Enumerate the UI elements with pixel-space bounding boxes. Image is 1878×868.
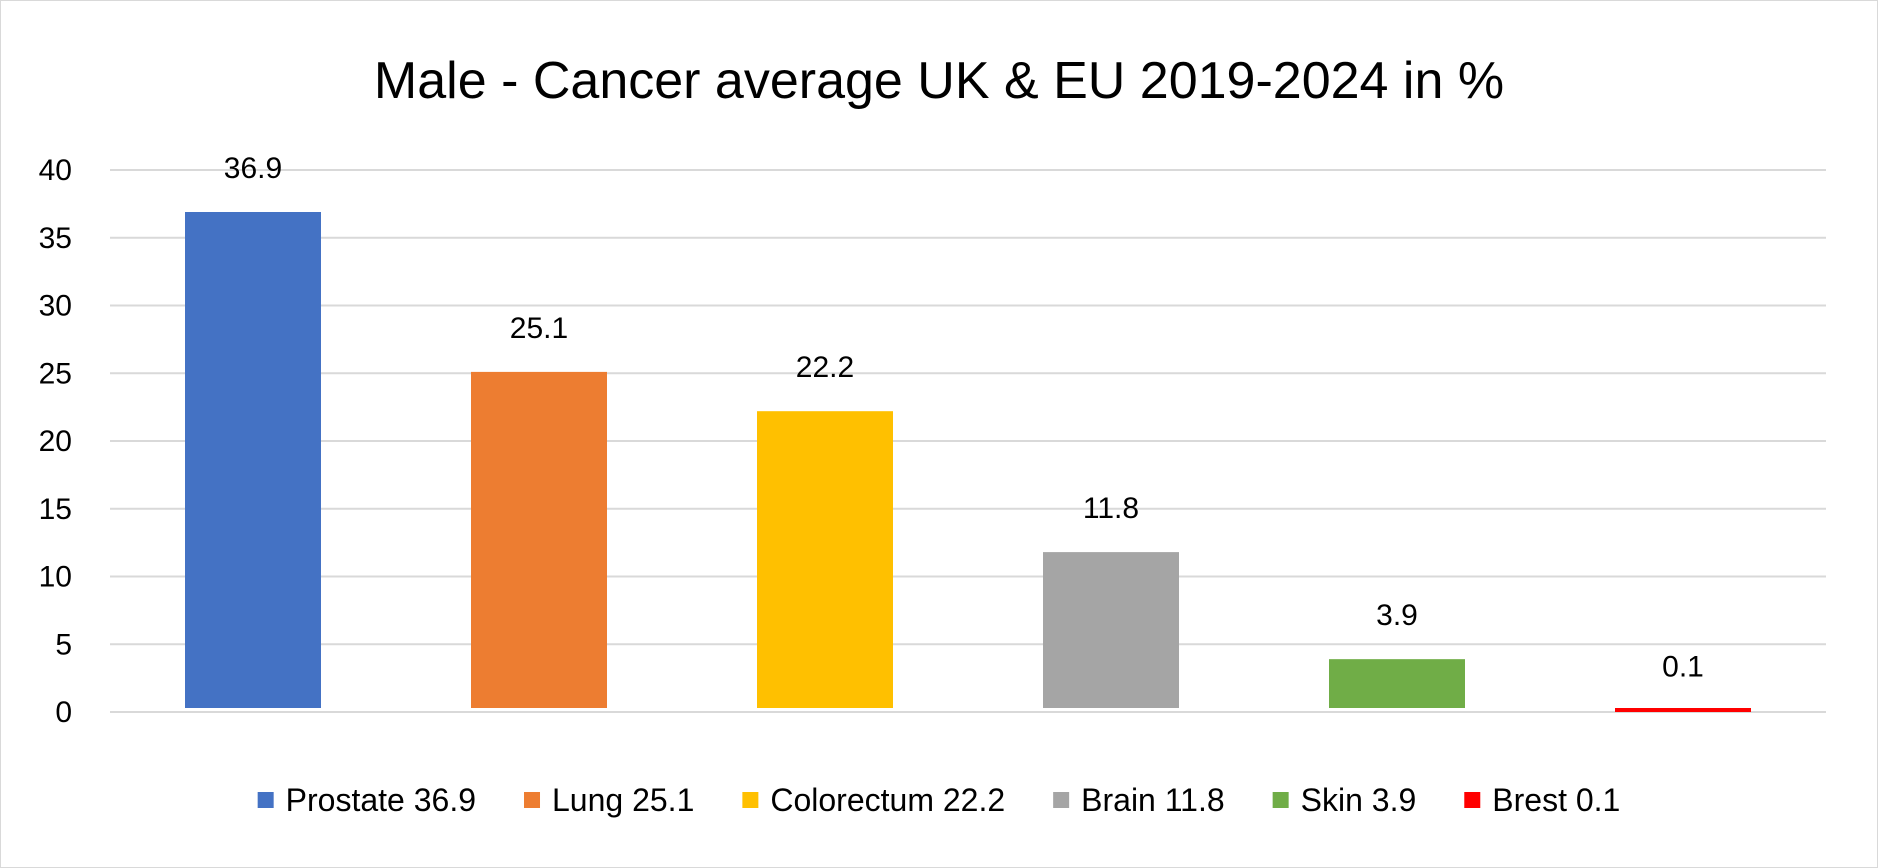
bar [1615,708,1751,712]
legend-swatch [1272,792,1289,808]
legend-swatch [1464,792,1481,808]
legend-label: Prostate 36.9 [286,782,476,818]
y-tick-label: 10 [39,561,72,594]
bar [757,411,893,708]
y-tick-label: 30 [39,290,72,323]
legend-swatch [742,792,759,808]
legend-label: Skin 3.9 [1301,782,1417,818]
data-label: 25.1 [510,312,568,345]
gridlines [110,169,1826,713]
y-tick-label: 20 [39,425,72,458]
legend-label: Lung 25.1 [552,782,694,818]
chart-title: Male - Cancer average UK & EU 2019-2024 … [374,52,1504,110]
bar [1043,552,1179,708]
legend-swatch [257,792,274,808]
y-tick-label: 25 [39,357,72,390]
legend-label: Brest 0.1 [1492,782,1620,818]
legend: Prostate 36.9 Lung 25.1 Colorectum 22.2 Bra… [257,782,1620,818]
y-tick-label: 35 [39,222,72,255]
y-tick-label: 40 [39,154,72,187]
bars [185,212,1751,712]
legend-swatch [524,792,541,808]
data-label: 36.9 [224,152,282,185]
legend-swatch [1053,792,1070,808]
legend-label: Brain 11.8 [1081,782,1225,818]
data-label: 0.1 [1662,651,1704,684]
data-label: 22.2 [796,351,854,384]
data-label: 3.9 [1376,599,1418,632]
y-tick-label: 15 [39,493,72,526]
y-axis-ticks: 0 5 10 15 20 25 30 35 40 [39,154,72,729]
legend-label: Colorectum 22.2 [770,782,1005,818]
data-labels: 36.9 25.1 22.2 11.8 3.9 0.1 [224,152,1704,684]
y-tick-label: 0 [55,696,72,729]
bar [1329,659,1465,708]
y-tick-label: 5 [55,628,72,661]
bar [185,212,321,708]
bar [471,371,607,708]
data-label: 11.8 [1083,492,1139,525]
